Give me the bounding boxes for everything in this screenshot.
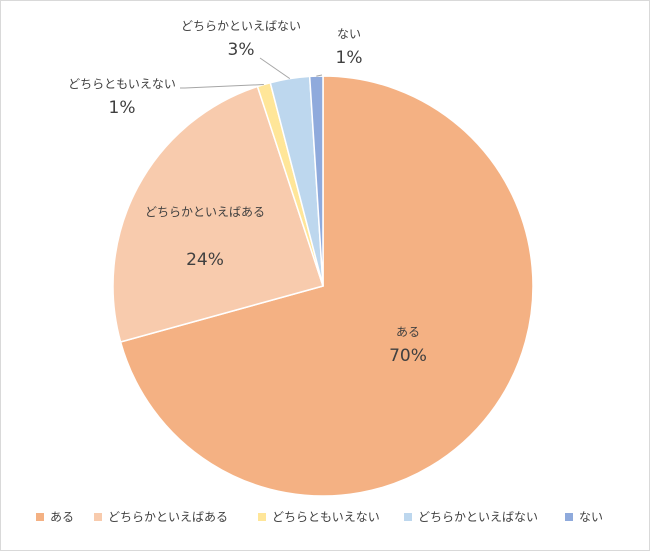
data-label: 1% (335, 48, 363, 68)
data-label-name: ある (395, 325, 420, 339)
pie-slice (112, 85, 324, 343)
data-label: 3% (227, 40, 255, 60)
legend-label: ない (579, 510, 604, 524)
legend-item: どちらともいえない (258, 508, 380, 525)
legend-swatch (404, 512, 412, 521)
legend-item: どちらかといえばない (404, 508, 538, 525)
leader-line (180, 84, 264, 89)
legend-label: どちらともいえない (272, 510, 380, 524)
data-label: 70% (389, 346, 427, 366)
legend-item: ある (36, 508, 74, 525)
legend-swatch (258, 512, 266, 521)
legend-swatch (36, 512, 44, 521)
legend-swatch (94, 512, 102, 521)
leader-line (316, 74, 323, 77)
legend-item: どちらかといえばある (94, 508, 228, 525)
legend-label: どちらかといえばない (418, 510, 539, 524)
data-label-name: どちらともいえない (68, 77, 176, 91)
leader-line (259, 57, 291, 80)
legend-label: ある (50, 510, 75, 524)
data-label-name: ない (336, 27, 361, 41)
legend-item: ない (565, 508, 603, 525)
data-label-name: どちらかといえばある (145, 205, 266, 219)
data-label: 24% (186, 250, 224, 270)
legend-label: どちらかといえばある (108, 510, 229, 524)
pie-slice (119, 75, 534, 497)
legend-swatch (565, 512, 573, 521)
data-label: 1% (108, 98, 136, 118)
data-label-name: どちらかといえばない (180, 19, 301, 33)
